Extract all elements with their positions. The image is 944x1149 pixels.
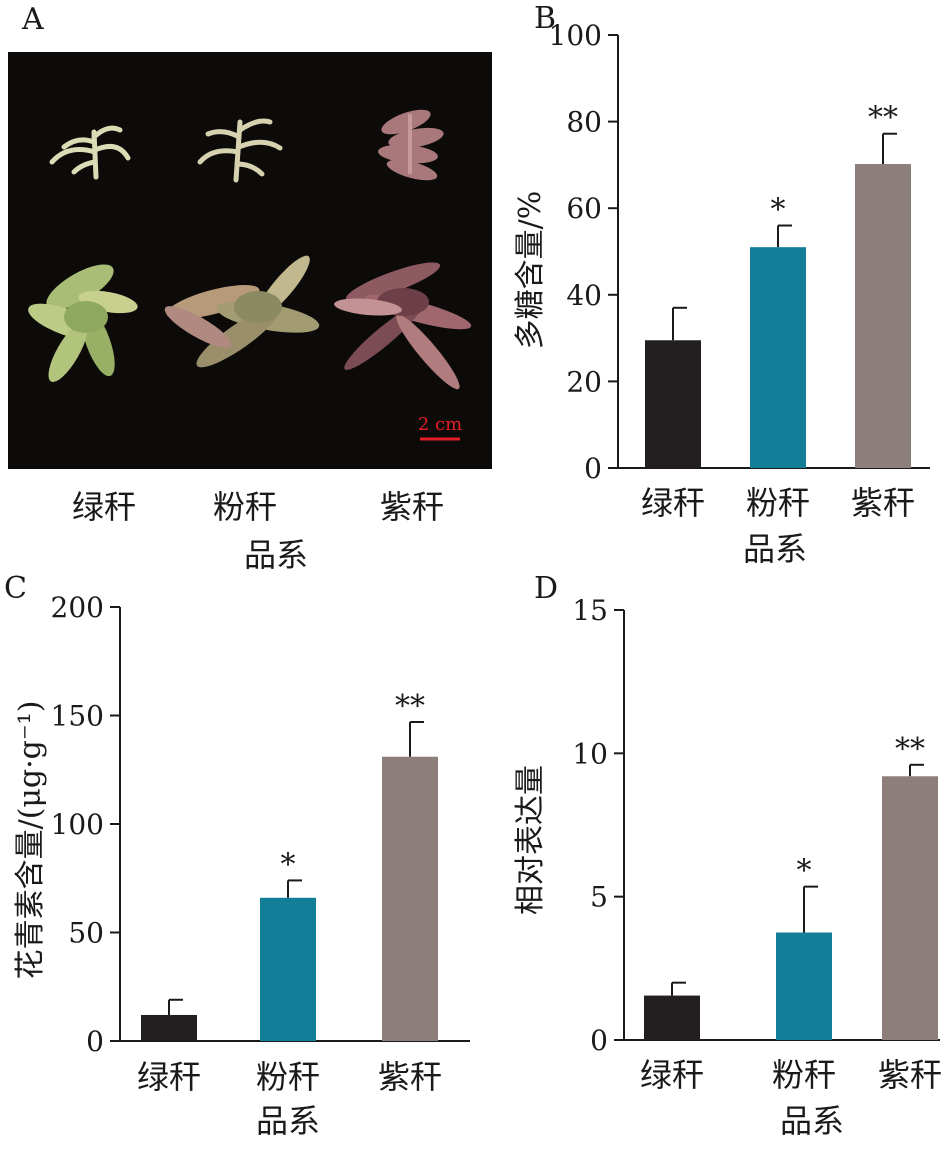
y-tick-label: 10 [572, 737, 608, 770]
purple-stem-plant-small [378, 109, 444, 181]
x-axis-title: 品系 [743, 530, 807, 568]
y-tick-label: 150 [51, 700, 104, 733]
x-category-label: 绿秆 [640, 1056, 704, 1094]
green-stem-plant-small [49, 125, 131, 180]
y-axis-title: 多糖含量/% [513, 191, 548, 350]
pink-stem-plant-large [164, 255, 320, 368]
y-tick-label: 100 [549, 19, 602, 52]
y-tick-label: 200 [51, 591, 104, 624]
panel-letter-c: C [4, 571, 27, 606]
photo-xlabel: 品系 [244, 536, 309, 574]
significance-marker: ** [868, 101, 898, 136]
panel-letter-a: A [22, 2, 44, 37]
panel-letter-b: B [534, 1, 556, 36]
bar-2 [750, 247, 806, 468]
bar-2 [776, 932, 832, 1040]
plant-photo-image: 2 cm [28, 109, 472, 441]
significance-marker: ** [395, 689, 425, 724]
y-axis-title: 相对表达量 [513, 765, 548, 915]
y-tick-label: 100 [51, 808, 104, 841]
y-tick-label: 50 [68, 917, 104, 950]
y-tick-label: 0 [86, 1025, 104, 1058]
x-category-label: 粉秆 [256, 1058, 320, 1096]
bar-2 [260, 897, 316, 1041]
x-category-label: 粉秆 [746, 484, 810, 522]
significance-marker: * [797, 854, 812, 889]
bar-3 [382, 756, 438, 1041]
bar-1 [644, 995, 700, 1040]
x-category-label: 粉秆 [772, 1056, 836, 1094]
x-category-label: 绿秆 [641, 484, 705, 522]
photo-label-purple-stem: 紫秆 [380, 488, 445, 526]
bar-3 [882, 776, 938, 1040]
scale-bar-label: 2 cm [418, 414, 462, 435]
significance-marker: * [771, 193, 786, 228]
x-category-label: 紫秆 [378, 1058, 442, 1096]
x-axis-title: 品系 [780, 1102, 844, 1140]
bar-3 [855, 164, 911, 468]
significance-marker: * [281, 847, 296, 882]
y-tick-label: 15 [572, 594, 608, 627]
purple-stem-plant-large [334, 262, 472, 390]
x-category-label: 紫秆 [878, 1056, 942, 1094]
plant-photo: 2 cm [8, 52, 492, 469]
y-tick-label: 80 [566, 106, 602, 139]
pink-stem-plant-small [197, 118, 283, 183]
x-category-label: 绿秆 [137, 1058, 201, 1096]
panel-letter-d: D [534, 571, 558, 606]
y-tick-label: 40 [566, 279, 602, 312]
x-category-label: 紫秆 [851, 484, 915, 522]
y-tick-label: 0 [584, 452, 602, 485]
y-tick-label: 5 [590, 881, 608, 914]
y-tick-label: 20 [566, 365, 602, 398]
y-tick-label: 0 [590, 1024, 608, 1057]
y-axis-title: 花青素含量/(μg·g⁻¹) [13, 701, 48, 980]
bar-1 [645, 340, 701, 468]
bar-1 [141, 1014, 197, 1041]
y-tick-label: 60 [566, 192, 602, 225]
green-stem-plant-large [28, 264, 138, 382]
x-axis-title: 品系 [256, 1102, 320, 1140]
photo-label-green-stem: 绿秆 [72, 488, 137, 526]
photo-label-pink-stem: 粉秆 [213, 488, 278, 526]
significance-marker: ** [895, 732, 925, 767]
